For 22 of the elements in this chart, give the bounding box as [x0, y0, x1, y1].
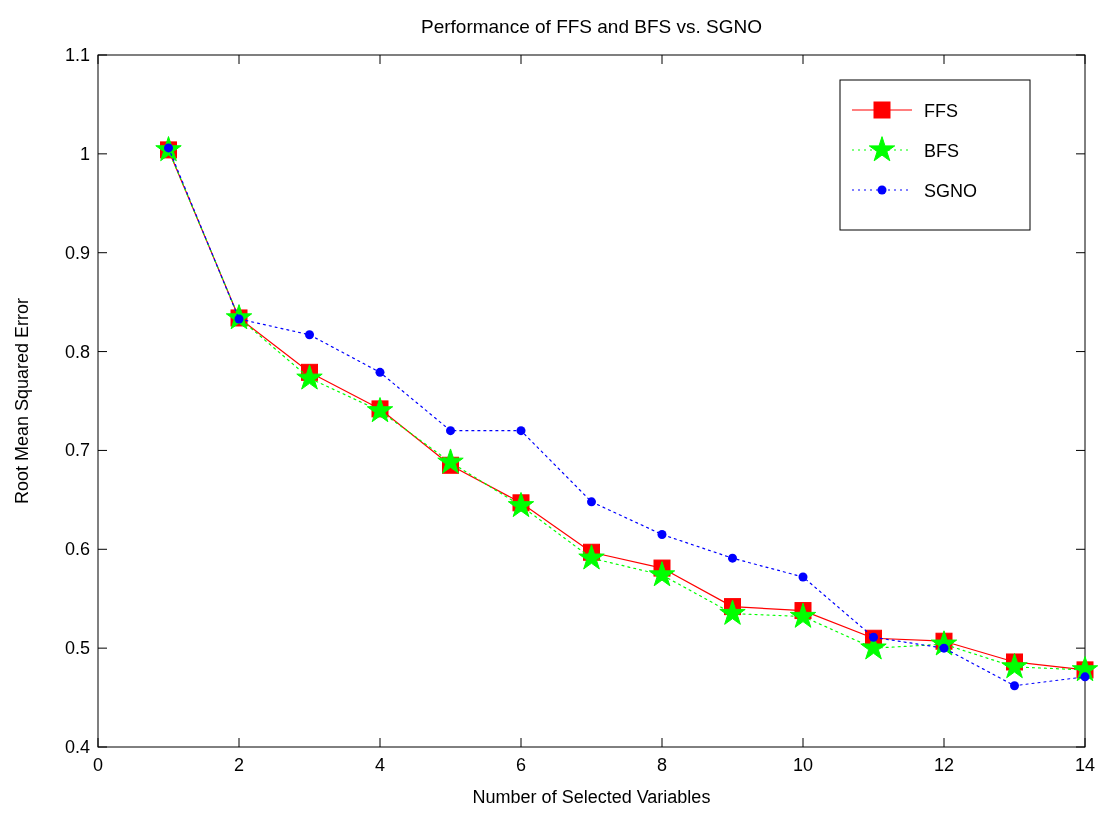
- y-axis-title: Root Mean Squared Error: [12, 297, 32, 505]
- x-tick-label: 10: [792, 755, 814, 775]
- chart-title: Performance of FFS and BFS vs. SGNO: [420, 16, 763, 37]
- y-tick-label: 0.6: [64, 539, 90, 560]
- x-tick-label: 6: [515, 755, 527, 775]
- x-tick-label: 14: [1074, 755, 1096, 775]
- y-tick-label: 0.7: [64, 440, 90, 461]
- y-tick-label: 0.9: [64, 242, 90, 263]
- y-tick-label: 1: [79, 143, 90, 164]
- x-tick-label: 12: [933, 755, 955, 775]
- x-tick-label: 4: [374, 755, 386, 775]
- x-axis-title: Number of Selected Variables: [472, 787, 711, 807]
- x-tick-label: 0: [92, 755, 104, 775]
- x-tick-label: 8: [656, 755, 668, 775]
- legend-label: SGNO: [924, 181, 978, 201]
- y-tick-label: 0.4: [64, 737, 90, 757]
- legend-label: BFS: [924, 141, 960, 161]
- y-tick-label: 0.5: [64, 638, 90, 659]
- x-tick-label: 2: [233, 755, 245, 775]
- y-tick-label: 1.1: [64, 45, 90, 65]
- legend-label: FFS: [924, 101, 958, 121]
- y-tick-label: 0.8: [64, 341, 90, 362]
